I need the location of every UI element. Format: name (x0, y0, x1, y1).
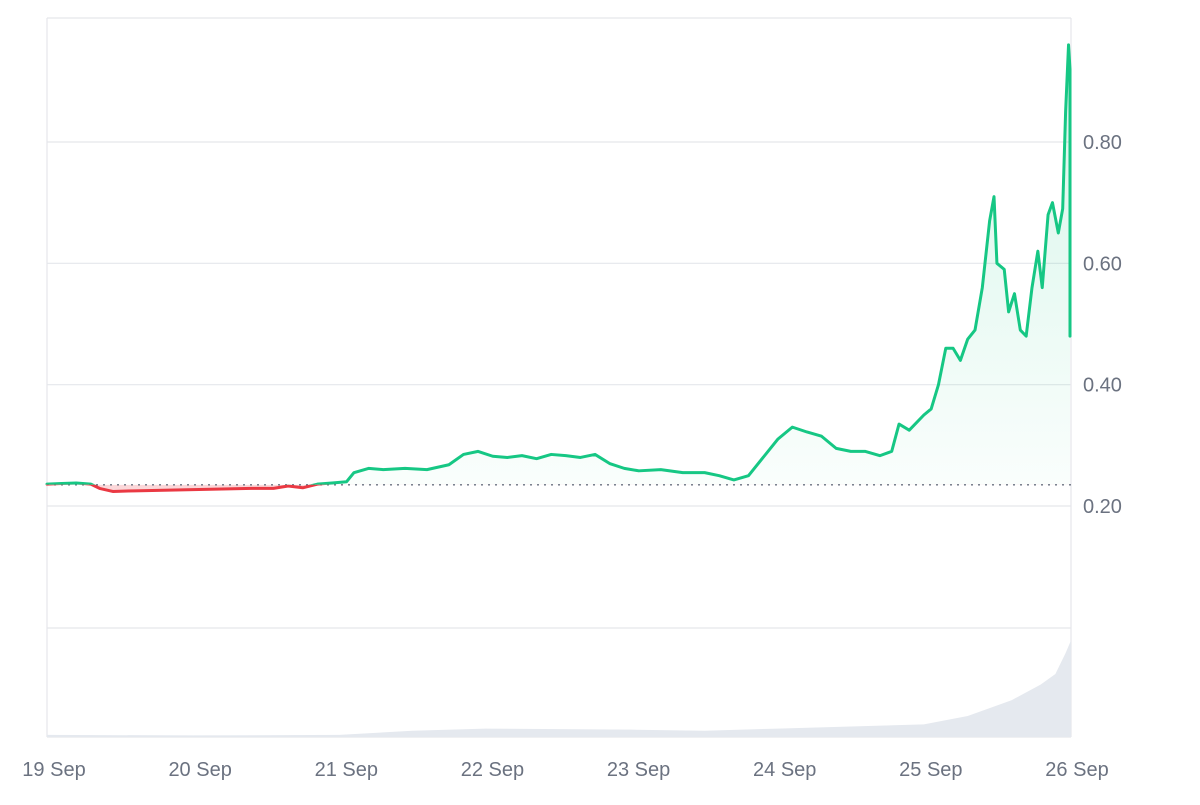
chart-frame (46, 17, 1072, 738)
x-tick-label: 21 Sep (315, 759, 378, 781)
x-tick-label: 20 Sep (168, 759, 231, 781)
y-axis-tick-labels: 0.20 0.40 0.60 0.80 (1083, 132, 1122, 518)
x-tick-label: 26 Sep (1045, 759, 1108, 781)
y-tick-label: 0.40 (1083, 375, 1122, 397)
x-tick-label: 22 Sep (461, 759, 524, 781)
volume-area (47, 632, 1071, 737)
price-line-up (45, 43, 1072, 485)
x-axis-tick-labels: 19 Sep 20 Sep 21 Sep 22 Sep 23 Sep 24 Sep 25 S… (22, 759, 1108, 781)
price-line (45, 43, 1072, 493)
y-tick-label: 0.20 (1083, 496, 1122, 518)
y-tick-label: 0.60 (1083, 253, 1122, 275)
x-tick-label: 24 Sep (753, 759, 816, 781)
y-tick-label: 0.80 (1083, 132, 1122, 154)
x-tick-label: 23 Sep (607, 759, 670, 781)
gridlines (47, 141, 1071, 629)
volume-area-shape (47, 632, 1071, 737)
price-fill-up (47, 44, 1070, 485)
x-tick-label: 19 Sep (22, 759, 85, 781)
x-tick-label: 25 Sep (899, 759, 962, 781)
